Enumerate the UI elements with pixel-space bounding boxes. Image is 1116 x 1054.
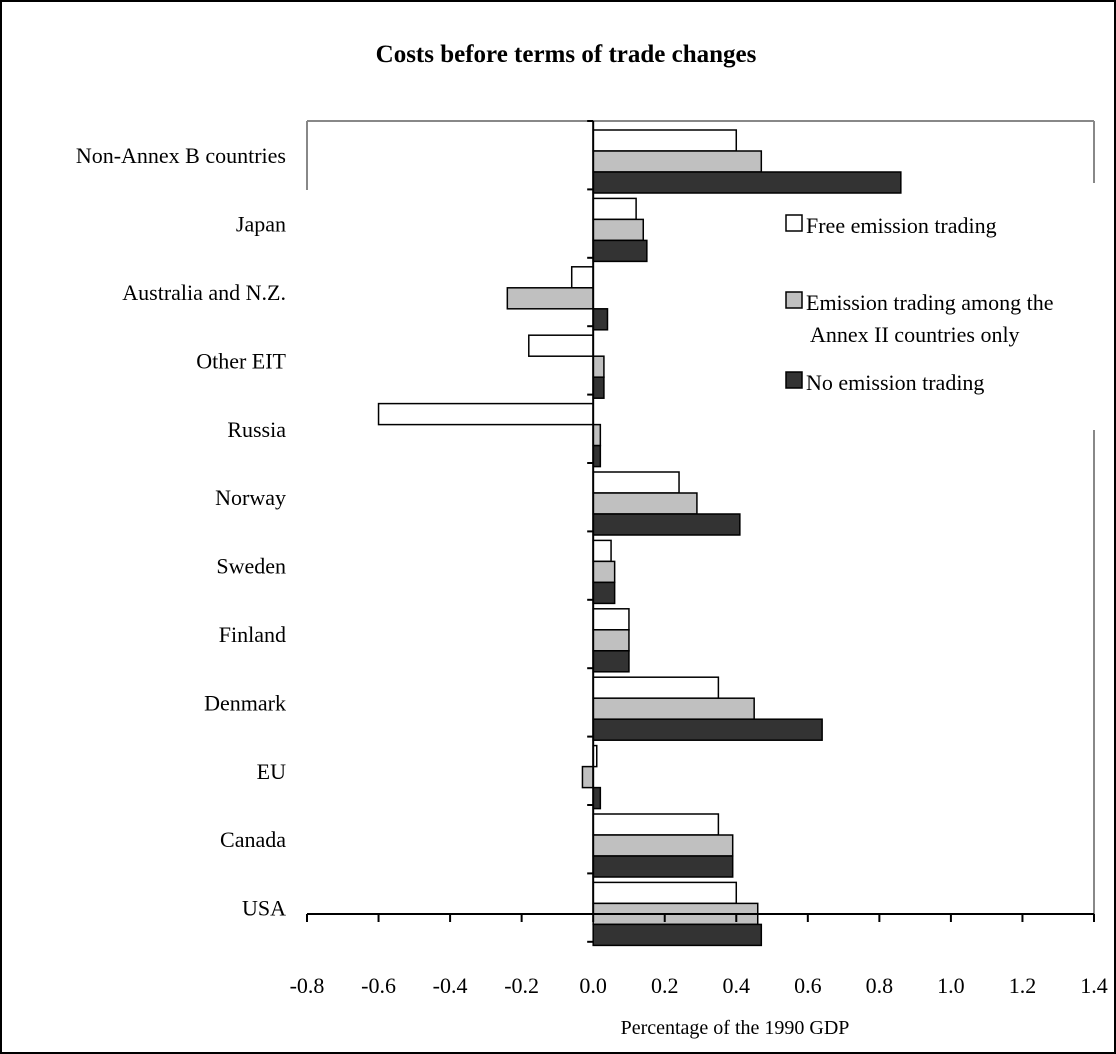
- legend-label-3: No emission trading: [806, 370, 984, 395]
- bar-usa-series-1: [592, 881, 738, 905]
- category-label: USA: [242, 896, 286, 921]
- bar-russia-series-1: [377, 402, 594, 426]
- bar-other-eit-series-3: [592, 376, 605, 399]
- bar-denmark-series-2: [592, 697, 755, 720]
- bar-russia-series-3: [592, 444, 602, 468]
- bar-non-annex-b-countries-series-1: [592, 129, 738, 152]
- x-tick-label: -0.8: [290, 973, 325, 998]
- category-label: Japan: [236, 212, 286, 237]
- legend-swatch-2: [785, 291, 803, 309]
- x-tick-label: 0.8: [866, 973, 894, 998]
- x-tick-label: -0.6: [361, 973, 396, 998]
- x-tick-label: 0.6: [794, 973, 822, 998]
- bar-other-eit-series-1: [528, 334, 594, 357]
- bar-denmark-series-1: [592, 676, 720, 699]
- bar-norway-series-1: [592, 471, 680, 494]
- x-tick-label: 0.2: [651, 973, 679, 998]
- chart-title: Costs before terms of trade changes: [376, 41, 757, 68]
- bar-non-annex-b-countries-series-2: [592, 150, 763, 173]
- bar-sweden-series-1: [592, 539, 612, 563]
- category-label: Sweden: [216, 554, 286, 579]
- x-tick-label: -0.2: [504, 973, 539, 998]
- legend-label-2: Emission trading among the: [806, 290, 1053, 315]
- category-label: Australia and N.Z.: [122, 280, 286, 305]
- bar-other-eit-series-2: [592, 355, 605, 378]
- bar-canada-series-2: [592, 834, 734, 857]
- bar-australia-and-n-z--series-3: [592, 308, 609, 331]
- legend-label-1: Free emission trading: [806, 213, 997, 238]
- bar-finland-series-1: [592, 608, 630, 631]
- bar-eu-series-3: [592, 786, 602, 810]
- legend-swatch-1: [785, 214, 803, 232]
- bar-usa-series-3: [592, 923, 763, 947]
- bar-canada-series-3: [592, 855, 734, 878]
- bar-eu-series-2: [581, 765, 594, 789]
- bar-finland-series-2: [592, 629, 630, 652]
- x-tick-labels: -0.8 -0.6 -0.4 -0.2 0.0 0.2 0.4 0.6 0.8 1.0 1.2 1.4: [290, 973, 1108, 998]
- bar-norway-series-2: [592, 492, 698, 515]
- x-tick-label: 0.4: [723, 973, 751, 998]
- legend-label-2: Annex II countries only: [810, 322, 1020, 347]
- x-tick-label: 1.2: [1009, 973, 1037, 998]
- axes: [306, 120, 1095, 943]
- bar-canada-series-1: [592, 813, 720, 836]
- category-label: Canada: [220, 827, 286, 852]
- legend-swatch-3: [785, 371, 803, 389]
- bar-denmark-series-3: [592, 718, 823, 741]
- category-label: Non-Annex B countries: [76, 143, 286, 168]
- x-axis-label: Percentage of the 1990 GDP: [621, 1017, 850, 1039]
- plot-area-border: [306, 120, 1095, 914]
- x-tick-label: 1.4: [1080, 973, 1108, 998]
- category-label: Norway: [215, 485, 286, 510]
- bar-australia-and-n-z--series-2: [506, 287, 594, 310]
- x-tick-label: 1.0: [937, 973, 965, 998]
- category-label: Denmark: [204, 690, 286, 715]
- bar-non-annex-b-countries-series-3: [592, 171, 902, 194]
- bar-sweden-series-3: [592, 581, 616, 605]
- bar-japan-series-3: [592, 239, 648, 263]
- bar-australia-and-n-z--series-1: [570, 266, 594, 289]
- bar-russia-series-2: [592, 423, 602, 447]
- category-label: EU: [257, 759, 286, 784]
- category-label: Other EIT: [196, 348, 286, 373]
- x-tick-label: -0.4: [433, 973, 468, 998]
- category-labels: Non-Annex B countries Japan Australia and …: [76, 143, 287, 920]
- category-label: Russia: [227, 417, 286, 442]
- x-tick-label: 0.0: [579, 973, 607, 998]
- bar-japan-series-1: [592, 197, 637, 221]
- bar-japan-series-2: [592, 218, 645, 242]
- legend: Free emission trading Emission trading am…: [785, 213, 1053, 395]
- bar-finland-series-3: [592, 650, 630, 673]
- bar-norway-series-3: [592, 513, 741, 536]
- bar-sweden-series-2: [592, 560, 616, 584]
- category-label: Finland: [219, 622, 286, 647]
